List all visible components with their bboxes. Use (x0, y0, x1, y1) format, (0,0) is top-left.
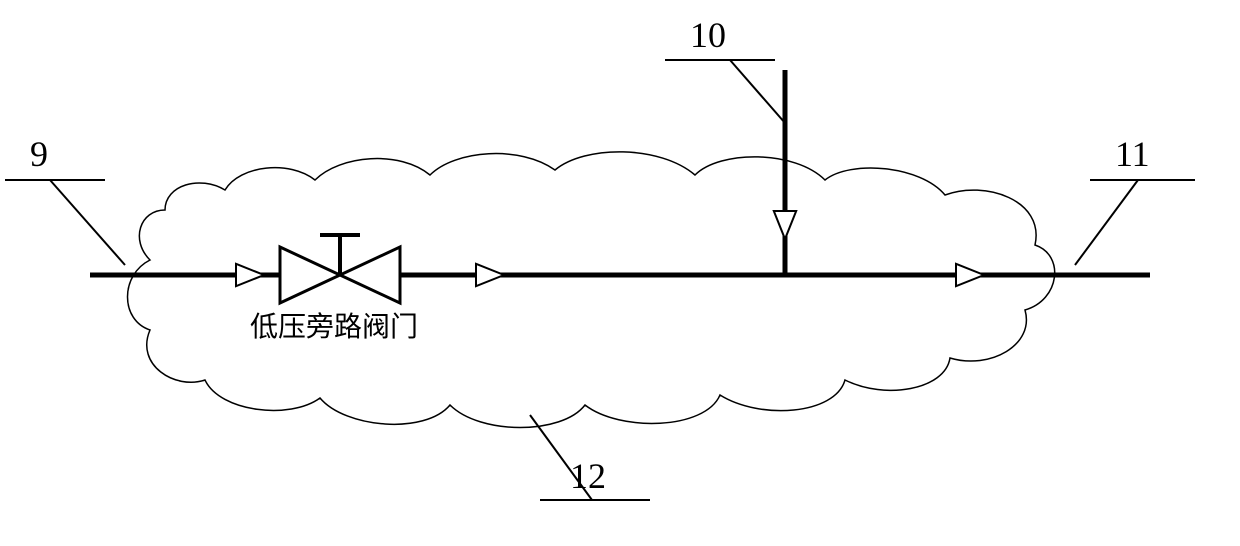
valve-label: 低压旁路阀门 (250, 305, 418, 345)
callout-12-text: 12 (570, 455, 606, 497)
piping-diagram (0, 0, 1240, 546)
callout-11-text: 11 (1115, 133, 1150, 175)
callout-10-text: 10 (690, 14, 726, 56)
callout-9-text: 9 (30, 133, 48, 175)
